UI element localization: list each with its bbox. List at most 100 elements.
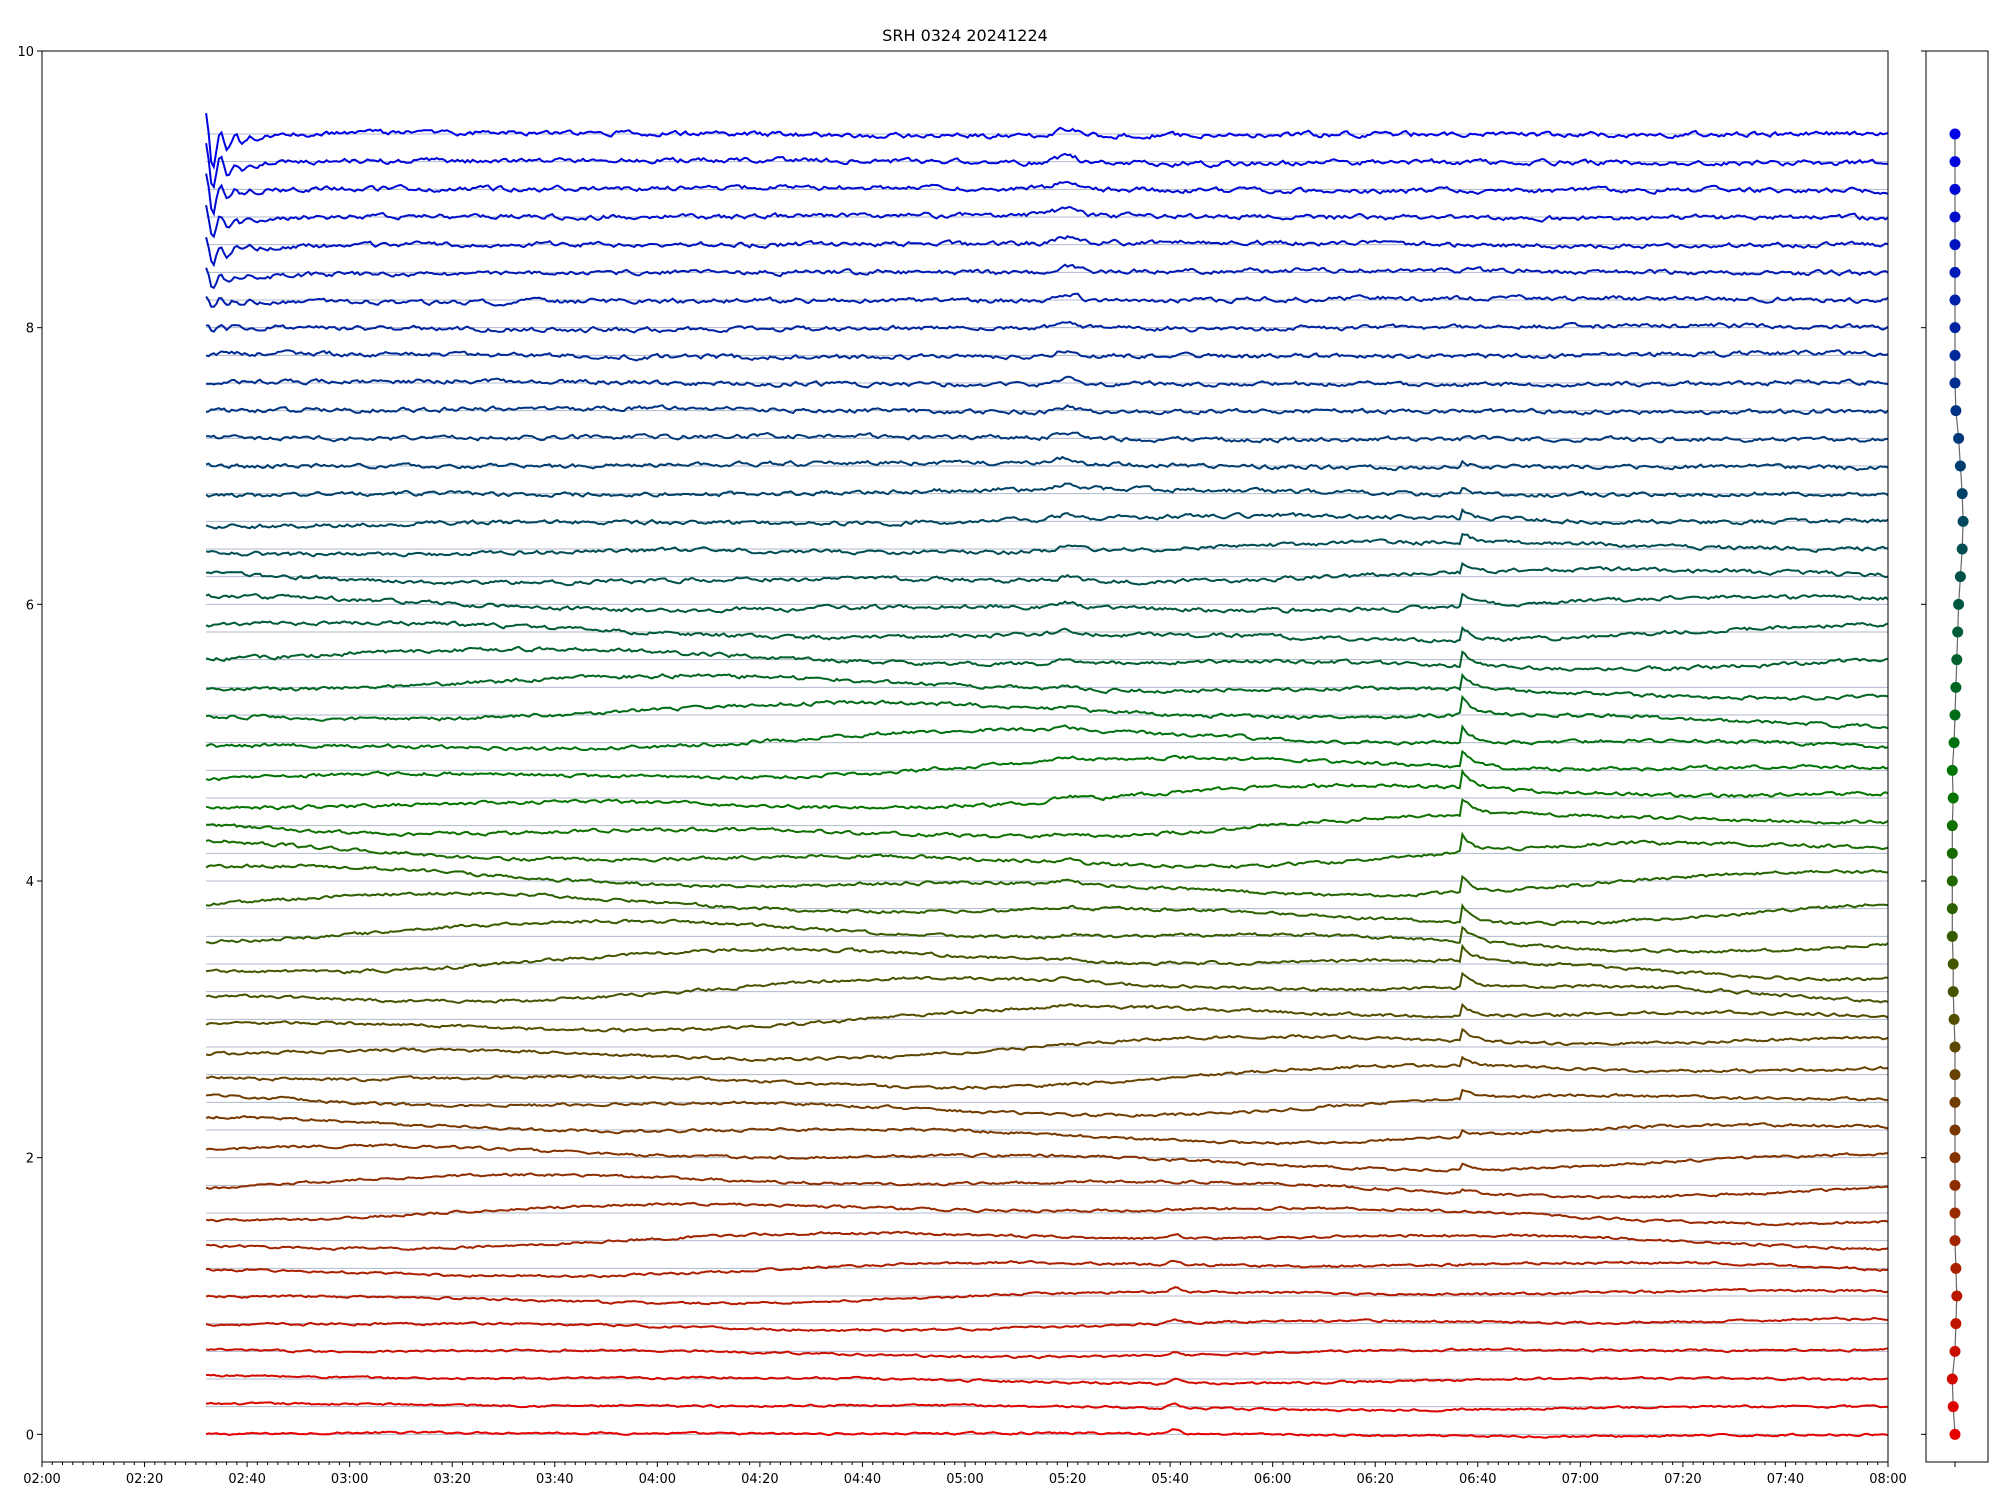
side-point bbox=[1949, 1345, 1961, 1357]
series-line bbox=[205, 1088, 1889, 1118]
side-point bbox=[1951, 654, 1963, 666]
series-line bbox=[205, 507, 1889, 530]
side-point bbox=[1953, 432, 1965, 444]
series-line bbox=[205, 234, 1889, 268]
series-line bbox=[205, 1143, 1889, 1173]
series-line bbox=[205, 533, 1889, 558]
side-point bbox=[1957, 515, 1969, 527]
side-point bbox=[1952, 626, 1964, 638]
x-tick-label: 07:00 bbox=[1562, 1472, 1599, 1487]
series-line bbox=[205, 592, 1889, 614]
series-line bbox=[205, 1401, 1889, 1413]
series-line bbox=[205, 349, 1889, 362]
series-line bbox=[206, 1055, 1889, 1091]
side-plot-area bbox=[1921, 50, 1989, 1467]
series-line bbox=[205, 694, 1889, 730]
side-point bbox=[1954, 571, 1966, 583]
side-point bbox=[1949, 183, 1961, 195]
series-line bbox=[205, 1428, 1889, 1439]
y-tick-label: 8 bbox=[26, 322, 34, 337]
side-point bbox=[1956, 488, 1968, 500]
series-line bbox=[205, 1316, 1888, 1333]
x-tick-label: 08:00 bbox=[1869, 1472, 1906, 1487]
series-line bbox=[206, 561, 1889, 587]
x-tick-label: 07:20 bbox=[1664, 1472, 1701, 1487]
series-line bbox=[205, 863, 1889, 898]
side-point bbox=[1950, 681, 1962, 693]
side-point bbox=[1946, 1373, 1958, 1385]
side-point bbox=[1949, 1428, 1961, 1440]
x-tick-label: 06:20 bbox=[1356, 1472, 1393, 1487]
series-line bbox=[205, 320, 1889, 334]
series-line bbox=[205, 263, 1889, 290]
series-line bbox=[205, 1115, 1889, 1146]
series-line bbox=[205, 620, 1889, 644]
x-tick-label: 03:00 bbox=[331, 1472, 368, 1487]
x-tick-label: 02:00 bbox=[23, 1472, 60, 1487]
y-tick-label: 4 bbox=[26, 875, 34, 890]
side-point bbox=[1949, 211, 1961, 223]
side-point bbox=[1946, 764, 1958, 776]
series-line bbox=[205, 1002, 1889, 1033]
y-tick-label: 10 bbox=[17, 45, 34, 60]
series-line bbox=[205, 645, 1889, 672]
series-line bbox=[205, 143, 1889, 190]
side-point bbox=[1949, 128, 1961, 140]
x-tick-label: 02:20 bbox=[126, 1472, 163, 1487]
series-line bbox=[205, 482, 1889, 499]
series-line bbox=[205, 455, 1889, 472]
series-line bbox=[206, 672, 1889, 701]
side-point bbox=[1949, 156, 1961, 168]
x-tick-label: 07:40 bbox=[1767, 1472, 1804, 1487]
series-line bbox=[205, 1347, 1889, 1360]
side-point bbox=[1953, 598, 1965, 610]
series-line bbox=[205, 724, 1889, 752]
side-plot-frame bbox=[1925, 50, 1989, 1463]
x-tick-label: 04:00 bbox=[639, 1472, 676, 1487]
y-tick-label: 2 bbox=[26, 1152, 34, 1167]
series-line bbox=[206, 798, 1889, 839]
series-line bbox=[205, 1230, 1889, 1252]
x-tick-label: 04:20 bbox=[741, 1472, 778, 1487]
side-point bbox=[1946, 875, 1958, 887]
side-point bbox=[1949, 322, 1961, 334]
series-line bbox=[205, 205, 1889, 239]
series-line bbox=[205, 292, 1889, 308]
side-point bbox=[1950, 405, 1962, 417]
side-point bbox=[1949, 266, 1961, 278]
side-point bbox=[1949, 377, 1961, 389]
side-point bbox=[1946, 847, 1958, 859]
x-tick-label: 06:00 bbox=[1254, 1472, 1291, 1487]
x-tick-label: 06:40 bbox=[1459, 1472, 1496, 1487]
x-tick-label: 05:40 bbox=[1151, 1472, 1188, 1487]
side-point bbox=[1947, 1401, 1959, 1413]
side-point bbox=[1956, 543, 1968, 555]
x-tick-label: 04:40 bbox=[844, 1472, 881, 1487]
series-line bbox=[205, 943, 1889, 982]
series-line bbox=[205, 1286, 1889, 1306]
series-line bbox=[205, 768, 1889, 811]
main-plot-area: 02:00 02:20 02:40 03:00 03:20 03:40 04:00 04:20… bbox=[17, 45, 1906, 1487]
side-point bbox=[1950, 1318, 1962, 1330]
side-point bbox=[1950, 1262, 1962, 1274]
side-point bbox=[1951, 1290, 1963, 1302]
side-point bbox=[1947, 958, 1959, 970]
side-point bbox=[1949, 1179, 1961, 1191]
series-line bbox=[205, 749, 1889, 782]
series-line bbox=[205, 404, 1889, 416]
side-point bbox=[1949, 1124, 1961, 1136]
side-point bbox=[1949, 1069, 1961, 1081]
series-line bbox=[206, 1259, 1889, 1279]
side-point bbox=[1949, 1235, 1961, 1247]
chart-title: SRH 0324 20241224 bbox=[882, 26, 1048, 45]
series-line bbox=[205, 891, 1889, 927]
side-point bbox=[1947, 792, 1959, 804]
y-tick-label: 0 bbox=[26, 1428, 34, 1443]
series-line bbox=[205, 112, 1889, 171]
side-point bbox=[1949, 1041, 1961, 1053]
side-point bbox=[1949, 239, 1961, 251]
series-line bbox=[205, 971, 1889, 1004]
x-tick-label: 05:00 bbox=[946, 1472, 983, 1487]
x-tick-label: 03:20 bbox=[433, 1472, 470, 1487]
